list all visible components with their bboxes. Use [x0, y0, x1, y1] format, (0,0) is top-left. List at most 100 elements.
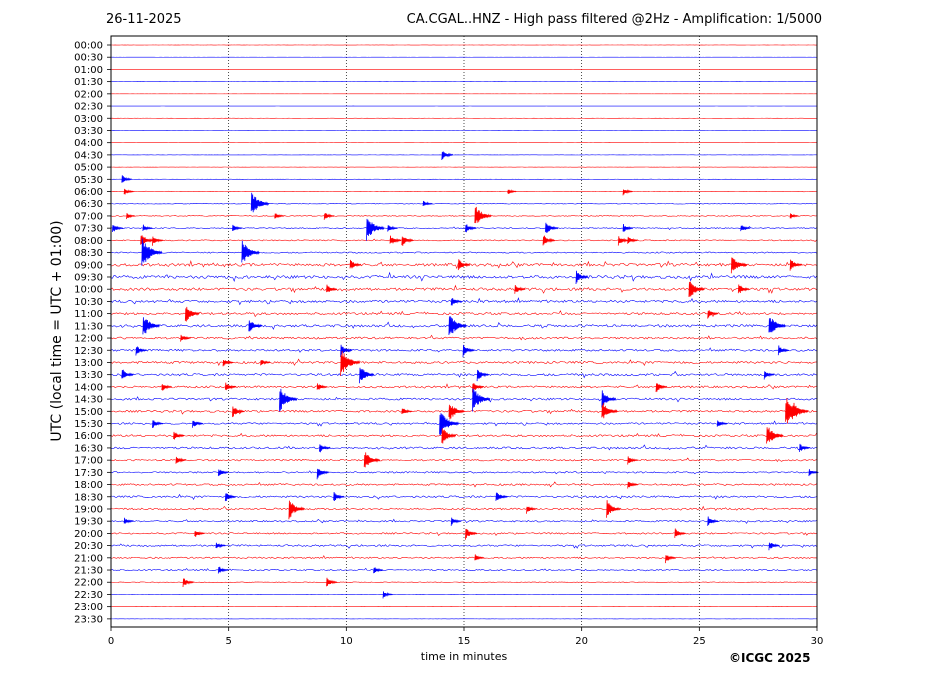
event-burst	[665, 555, 677, 564]
y-tick-label: 07:00	[74, 211, 103, 222]
event-burst	[340, 344, 353, 358]
event-burst	[135, 346, 147, 356]
trace-1900	[110, 505, 817, 511]
y-tick-label: 12:30	[74, 346, 103, 357]
y-tick-label: 07:30	[74, 224, 103, 235]
x-tick-label: 30	[811, 636, 824, 647]
trace-1800	[110, 481, 817, 488]
event-burst	[441, 151, 454, 161]
event-burst	[606, 500, 621, 518]
event-burst	[224, 493, 237, 502]
y-tick-label: 05:00	[74, 163, 103, 174]
event-burst	[450, 298, 463, 306]
event-burst	[526, 506, 537, 514]
plot-frame	[110, 35, 818, 628]
event-burst	[401, 408, 413, 415]
y-tick-label: 17:00	[74, 456, 103, 467]
event-burst	[457, 259, 471, 271]
trace-0830	[110, 251, 817, 254]
event-burst	[465, 224, 477, 233]
event-burst	[224, 382, 237, 391]
event-burst	[601, 403, 618, 419]
event-burst	[740, 225, 751, 232]
event-burst	[476, 369, 489, 382]
event-burst	[126, 213, 136, 220]
event-burst	[763, 371, 775, 380]
y-tick-label: 08:30	[74, 248, 103, 259]
event-burst	[777, 345, 790, 356]
x-tick-label: 0	[108, 636, 114, 647]
y-tick-label: 15:00	[74, 407, 103, 418]
y-tick-label: 18:30	[74, 492, 103, 503]
event-burst	[333, 491, 345, 502]
event-burst	[248, 320, 263, 332]
event-burst	[766, 427, 784, 444]
x-tick-label: 10	[340, 636, 353, 647]
event-burst	[474, 206, 492, 224]
y-tick-label: 03:00	[74, 114, 103, 125]
event-burst	[622, 223, 634, 232]
event-burst	[288, 500, 305, 520]
event-burst	[799, 443, 810, 452]
event-burst	[387, 225, 398, 232]
event-burst	[274, 213, 285, 219]
event-burst	[319, 444, 331, 453]
event-burst	[472, 383, 484, 393]
y-tick-label: 01:00	[74, 65, 103, 76]
y-tick-label: 22:00	[74, 578, 103, 589]
event-burst	[401, 236, 414, 246]
event-burst	[349, 259, 362, 269]
event-burst	[326, 284, 338, 293]
y-tick-label: 22:30	[74, 590, 103, 601]
event-burst	[495, 492, 508, 501]
event-burst	[215, 542, 226, 549]
event-burst	[627, 481, 638, 489]
event-burst	[789, 213, 799, 219]
y-tick-label: 21:00	[74, 553, 103, 564]
y-tick-label: 14:30	[74, 395, 103, 406]
event-burst	[373, 567, 384, 574]
event-burst	[545, 222, 559, 233]
event-burst	[366, 218, 385, 241]
y-tick-label: 10:00	[74, 285, 103, 296]
event-burst	[474, 554, 485, 561]
trace-1200	[110, 334, 817, 341]
event-burst	[175, 456, 187, 464]
y-tick-label: 04:00	[74, 138, 103, 149]
event-burst	[465, 528, 478, 540]
trace-2030	[110, 543, 817, 549]
event-burst	[542, 235, 555, 246]
event-burst	[448, 404, 465, 420]
event-burst	[389, 235, 402, 244]
y-tick-label: 20:30	[74, 541, 103, 552]
trace-1530	[110, 420, 817, 427]
event-burst	[279, 388, 298, 412]
event-burst	[507, 189, 517, 195]
chart-title: CA.CGAL..HNZ - High pass filtered @2Hz -…	[406, 12, 822, 27]
event-burst	[260, 359, 271, 366]
event-burst	[152, 420, 164, 429]
trace-1430	[110, 396, 817, 403]
trace-0930	[110, 271, 817, 282]
event-burst	[123, 188, 134, 195]
event-burst	[627, 236, 638, 244]
y-tick-label: 05:30	[74, 175, 103, 186]
y-tick-label: 23:30	[74, 614, 103, 625]
y-tick-label: 12:00	[74, 334, 103, 345]
trace-1600	[110, 432, 817, 438]
y-tick-label: 19:00	[74, 504, 103, 515]
event-burst	[222, 360, 234, 367]
event-burst	[121, 175, 133, 183]
trace-2200	[110, 581, 817, 584]
trace-1630	[110, 444, 817, 451]
event-burst	[655, 383, 668, 393]
y-tick-label: 04:30	[74, 150, 103, 161]
event-burst	[161, 384, 173, 391]
y-tick-label: 13:00	[74, 358, 103, 369]
event-burst	[382, 591, 393, 599]
helicorder-traces	[110, 44, 817, 620]
event-burst	[462, 344, 475, 358]
y-tick-label: 06:30	[74, 199, 103, 210]
event-burst	[316, 383, 328, 390]
